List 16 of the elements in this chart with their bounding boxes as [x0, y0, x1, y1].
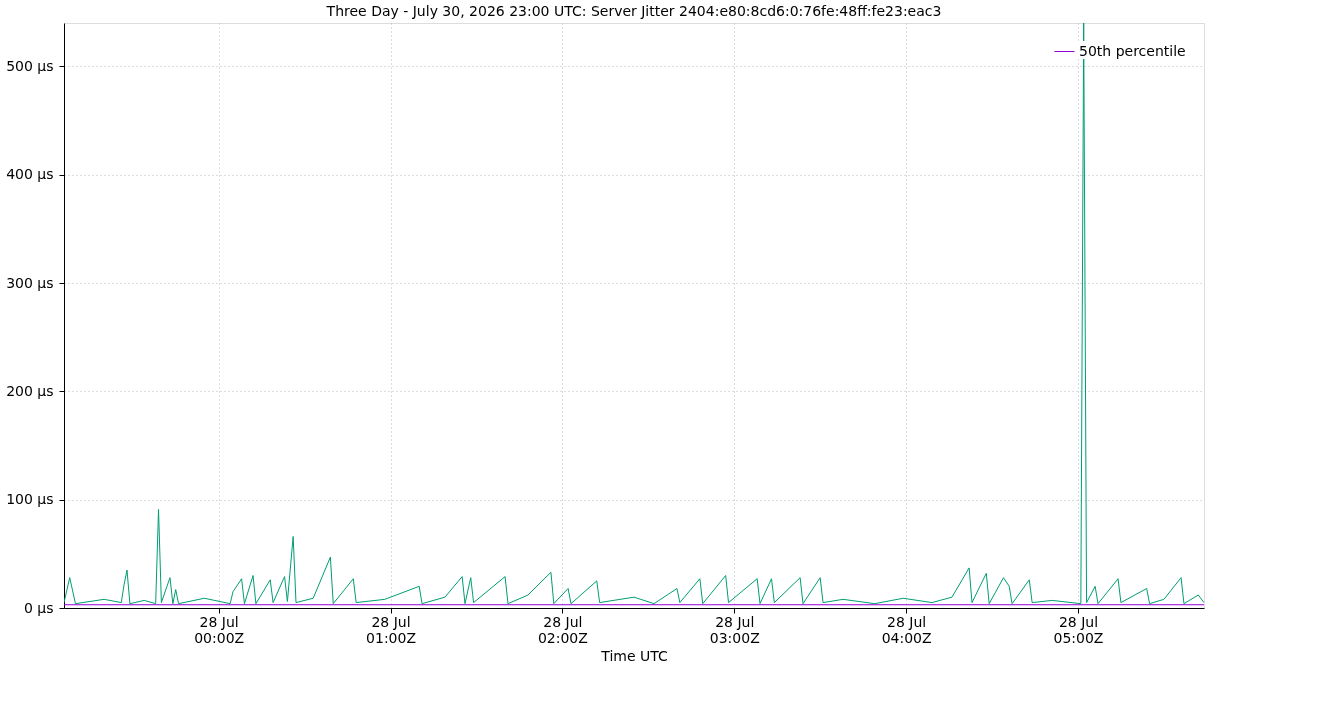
x-tick-label: 28 Jul 05:00Z [1053, 613, 1104, 646]
legend-label: 50th percentile [1079, 42, 1186, 59]
y-tick-label: 100 µs [6, 491, 54, 508]
y-tick-label: 200 µs [6, 382, 54, 399]
x-axis-title: Time UTC [600, 647, 668, 664]
x-tick-label: 28 Jul 01:00Z [366, 613, 416, 646]
x-tick-label: 28 Jul 03:00Z [709, 613, 760, 646]
y-tick-label: 400 µs [6, 166, 54, 183]
y-tick-label: 0 µs [23, 599, 54, 616]
y-tick-label: 500 µs [6, 57, 54, 74]
y-tick-label: 300 µs [6, 274, 54, 291]
line-series [64, 23, 1204, 605]
x-tick-label: 28 Jul 04:00Z [881, 613, 932, 646]
chart-title: Three Day - July 30, 2026 23:00 UTC: Server Jitter 2404:e80:8cd6:0:76fe:48ff:fe23:eac3 [325, 3, 942, 19]
x-tick-label: 28 Jul 02:00Z [537, 613, 588, 646]
x-tick-label: 28 Jul 00:00Z [194, 613, 245, 646]
